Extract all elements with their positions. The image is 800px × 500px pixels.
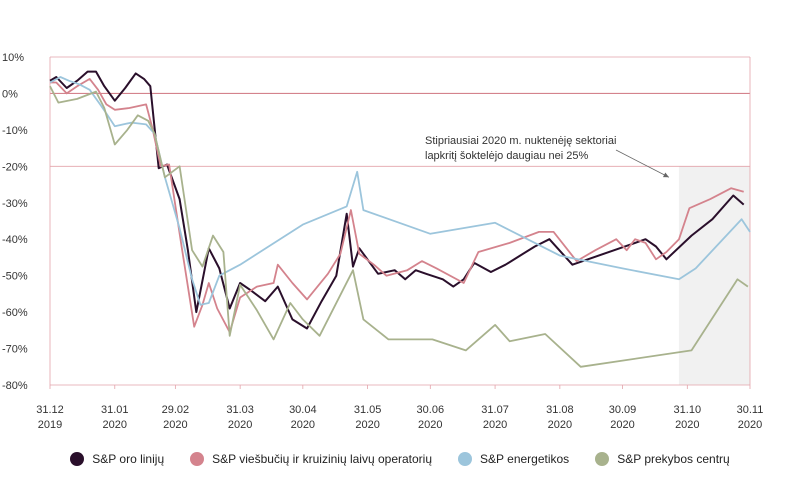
x-tick-label-year: 2020 [355,419,379,431]
x-tick-label-year: 2020 [291,419,315,431]
legend-label: S&P prekybos centrų [617,452,730,466]
x-tick-label-day: 31.08 [546,404,574,416]
legend-label: S&P energetikos [480,452,570,466]
x-tick-label-day: 31.01 [101,404,129,416]
x-tick-label-day: 30.11 [737,404,764,416]
x-tick-label-year: 2020 [675,419,699,431]
x-tick-label-day: 30.09 [609,404,637,416]
x-axis-tick-labels: 31.12 2019 31.01 2020 29.02 2020 31.03 2020 30.0… [36,385,763,431]
y-tick-label: -40% [2,234,28,246]
legend-item-energy: S&P energetikos [458,452,569,466]
x-tick-label-day: 31.05 [354,404,382,416]
y-tick-label: -50% [2,271,28,283]
x-tick-label-year: 2020 [610,419,634,431]
x-tick-label-year: 2020 [228,419,252,431]
y-tick-label: 0% [2,88,18,100]
annotation-line-2: lapkritį šoktelėjo daugiau nei 25% [425,150,588,162]
y-tick-label: -30% [2,198,28,210]
series-lines [49,70,751,368]
highlight-band [678,166,750,385]
y-tick-label: -70% [2,344,28,356]
legend-marker [190,452,205,466]
y-tick-label: 10% [2,52,24,64]
legend-item-malls: S&P prekybos centrų [595,452,730,466]
x-tick-label-year: 2019 [38,419,62,431]
annotation-arrow-head [662,172,669,178]
x-tick-label-year: 2020 [163,419,187,431]
chart-legend: S&P oro linijų S&P viešbučių ir kruizini… [0,452,800,466]
x-tick-label-day: 30.06 [417,404,445,416]
y-tick-label: -20% [2,161,28,173]
x-tick-label-day: 31.03 [226,404,254,416]
legend-item-airlines: S&P oro linijų [70,452,164,466]
annotation-arrow-line [615,149,670,178]
series-line-hotels-cruise [50,78,744,334]
y-tick-label: -10% [2,125,28,137]
legend-marker [458,452,473,466]
y-tick-label: -80% [2,380,28,392]
reference-lines [49,56,751,386]
highlight-band-layer [678,166,750,385]
x-tick-label-year: 2020 [103,419,127,431]
x-tick-label-year: 2020 [738,419,762,431]
series-line-energy [49,76,751,306]
legend-label: S&P oro linijų [92,452,165,466]
legend-label: S&P viešbučių ir kruizinių laivų operato… [212,452,433,466]
y-axis-tick-labels: 10% 0% -10% -20% -30% -40% -50% -60% -70% -80% [2,52,28,392]
x-tick-label-year: 2020 [548,419,572,431]
y-tick-label: -60% [2,307,28,319]
legend-marker [70,452,85,466]
x-tick-label-year: 2020 [483,419,507,431]
x-tick-label-day: 31.10 [674,404,702,416]
legend-item-hotels-cruise: S&P viešbučių ir kruizinių laivų operato… [190,452,432,466]
x-tick-label-day: 31.12 [36,404,64,416]
x-tick-label-day: 30.04 [289,404,317,416]
x-tick-label-day: 31.07 [481,404,509,416]
series-line-airlines [49,70,745,330]
x-tick-label-year: 2020 [418,419,442,431]
x-tick-label-day: 29.02 [162,404,190,416]
annotation-line-1: Stipriausiai 2020 m. nuktenėję sektoriai [425,135,616,147]
legend-marker [595,452,610,466]
annotation: Stipriausiai 2020 m. nuktenėję sektoriai… [425,135,670,178]
series-line-malls [49,85,749,368]
